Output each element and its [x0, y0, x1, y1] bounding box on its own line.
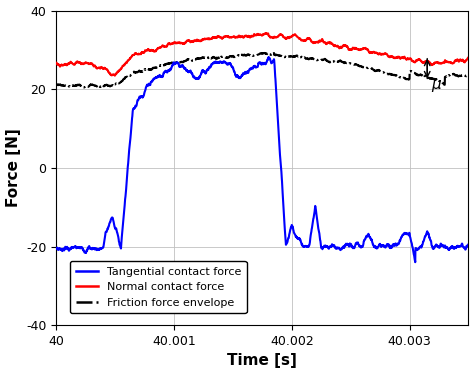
- Legend: Tangential contact force, Normal contact force, Friction force envelope: Tangential contact force, Normal contact…: [70, 261, 246, 313]
- Y-axis label: Force [N]: Force [N]: [6, 129, 20, 207]
- Text: $\mu$: $\mu$: [431, 79, 442, 94]
- X-axis label: Time [s]: Time [s]: [228, 353, 297, 368]
